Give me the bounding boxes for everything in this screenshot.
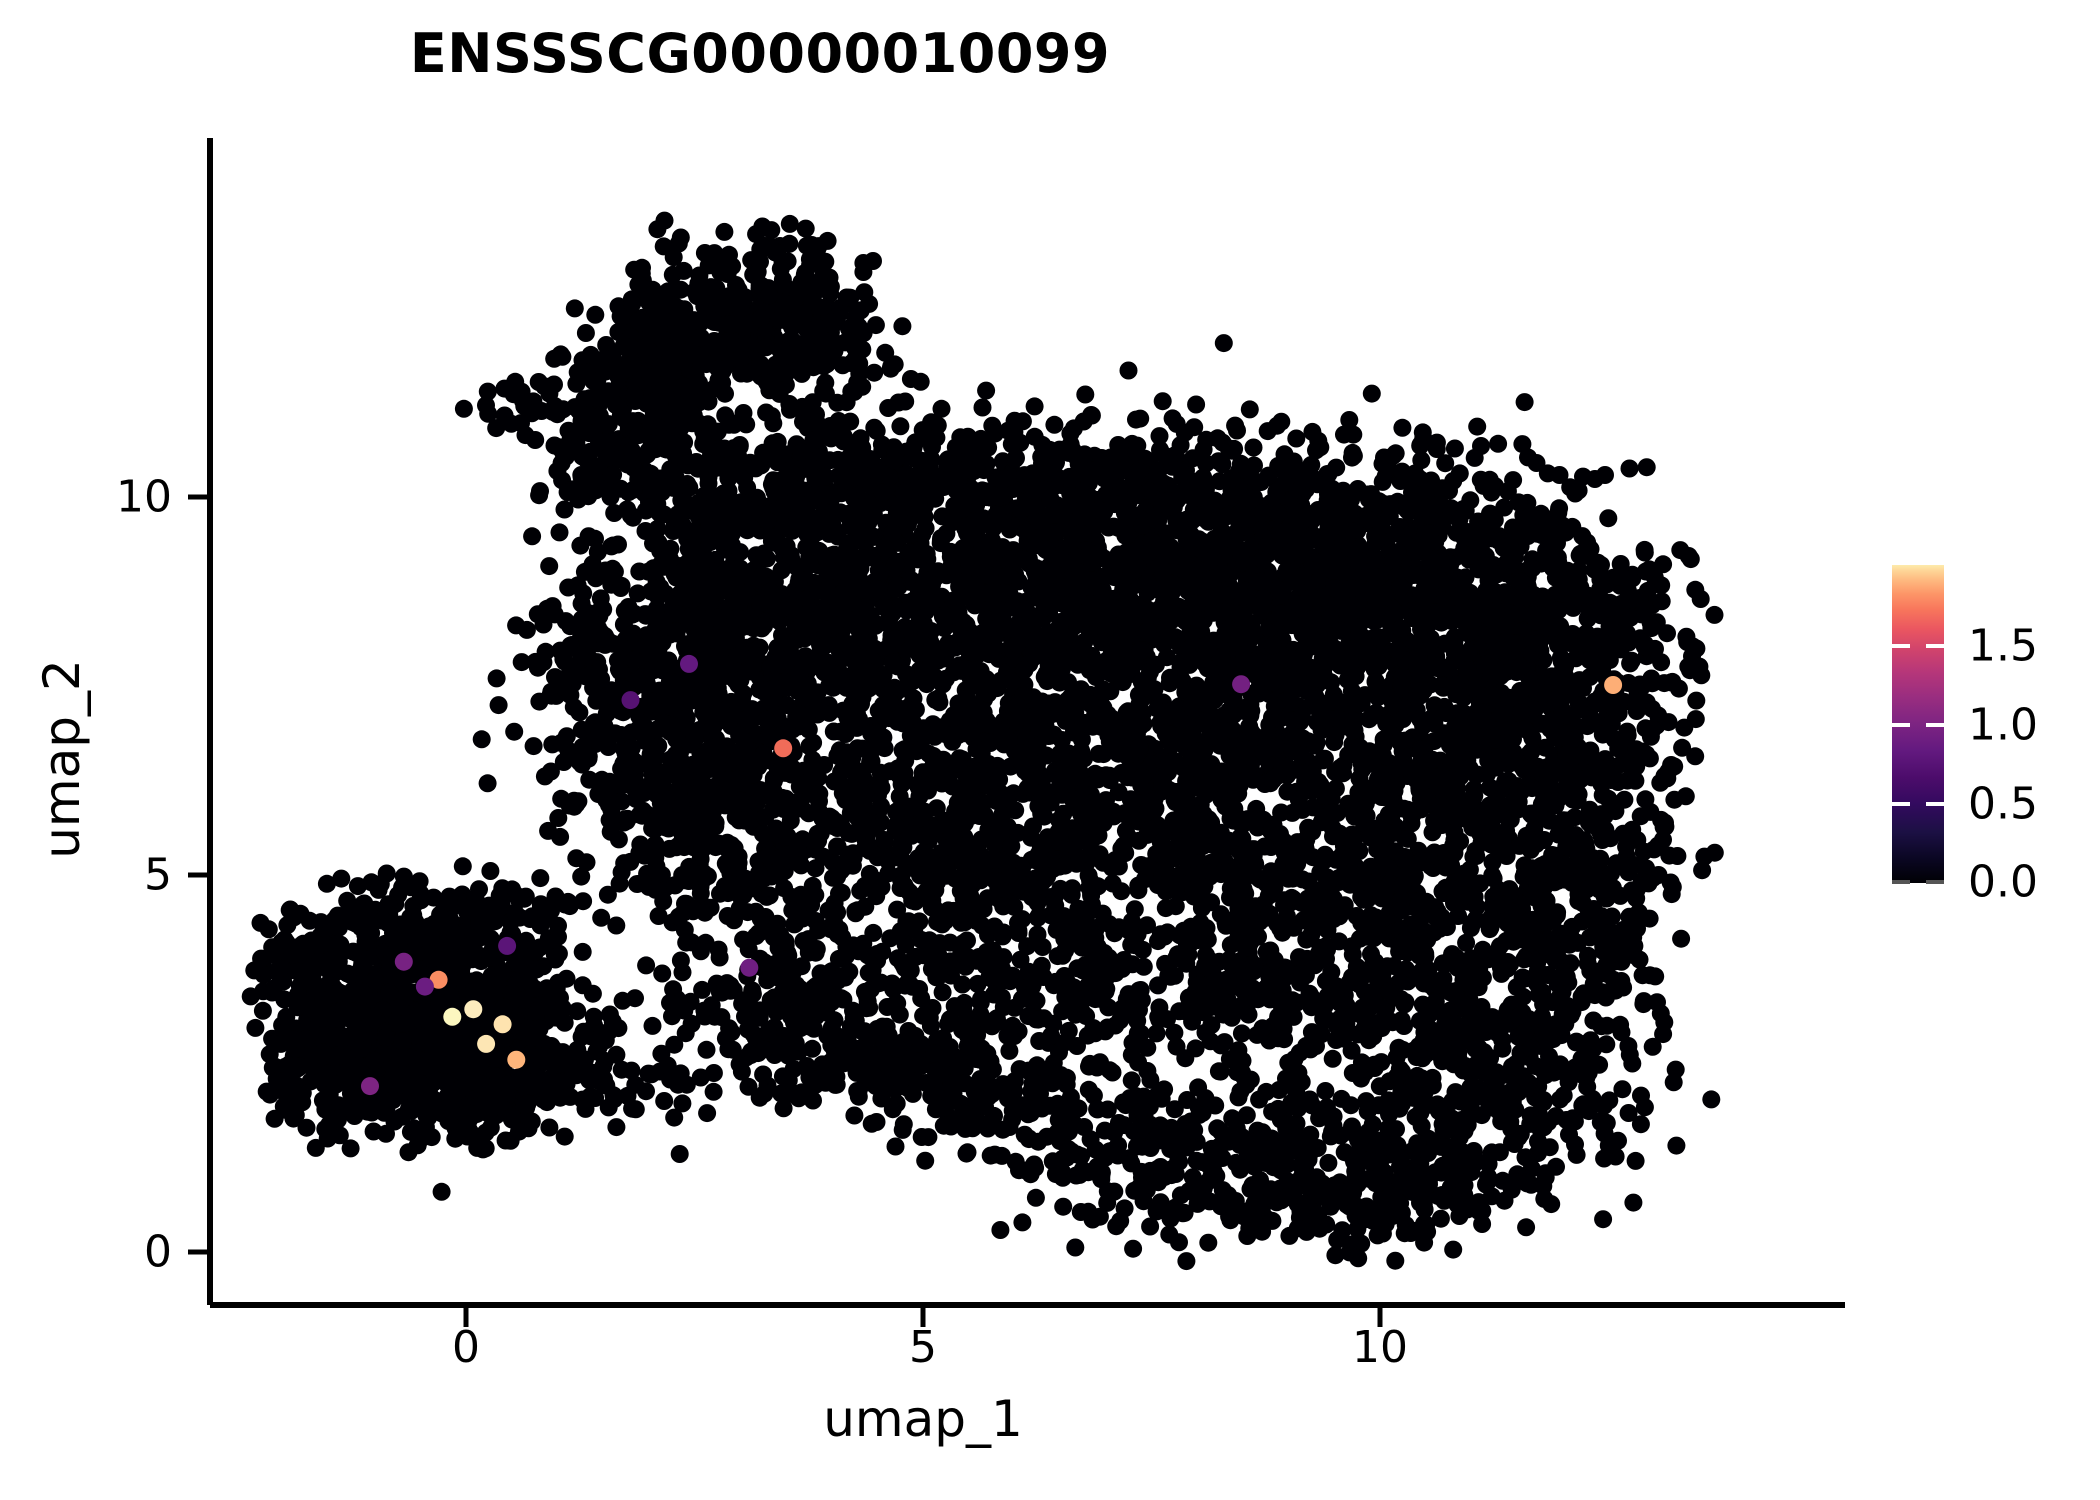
colorbar-tick-label-1-0: 1.0 [1968,699,2038,751]
scatter-point-highlighted [394,952,413,971]
ytick-label-0: 0 [144,1226,172,1278]
scatter-point-highlighted [493,1015,512,1034]
scatter-point-highlighted [415,977,434,996]
scatter-points-group [241,211,1724,1271]
scatter-point-highlighted [443,1007,462,1026]
xtick-label-2: 10 [1352,1322,1408,1373]
x-axis-title: umap_1 [823,1390,1023,1448]
ytick-label-2: 10 [116,471,172,523]
scatter-point-highlighted [498,936,517,955]
colorbar-tick-label-0-5: 0.5 [1968,778,2038,830]
colorbar-tick-label-1-5: 1.5 [1968,620,2038,672]
scatter-point-highlighted [680,654,698,673]
ytick-label-1: 5 [144,849,172,901]
scatter-point-highlighted [429,970,448,989]
scatter-point-highlighted [477,1034,496,1053]
scatter-point-highlighted [361,1077,379,1096]
xtick-label-1: 5 [909,1322,937,1373]
scatter-point-highlighted [1232,675,1251,694]
page-title: ENSSSCG00000010099 [409,22,1111,85]
colorbar-gradient [1892,565,1944,883]
axis-spines [188,138,1845,1327]
scatter-point-highlighted [464,1000,483,1019]
scatter-point-highlighted [774,739,793,758]
scatter-point-highlighted [740,958,759,977]
colorbar-tick-label-0-0: 0.0 [1968,856,2038,908]
scatter-point-highlighted [621,691,640,710]
y-axis-title: umap_2 [33,659,91,859]
scatter-point-highlighted [507,1050,526,1069]
scatter-point-highlighted [1604,676,1623,694]
xtick-label-0: 0 [452,1322,480,1373]
